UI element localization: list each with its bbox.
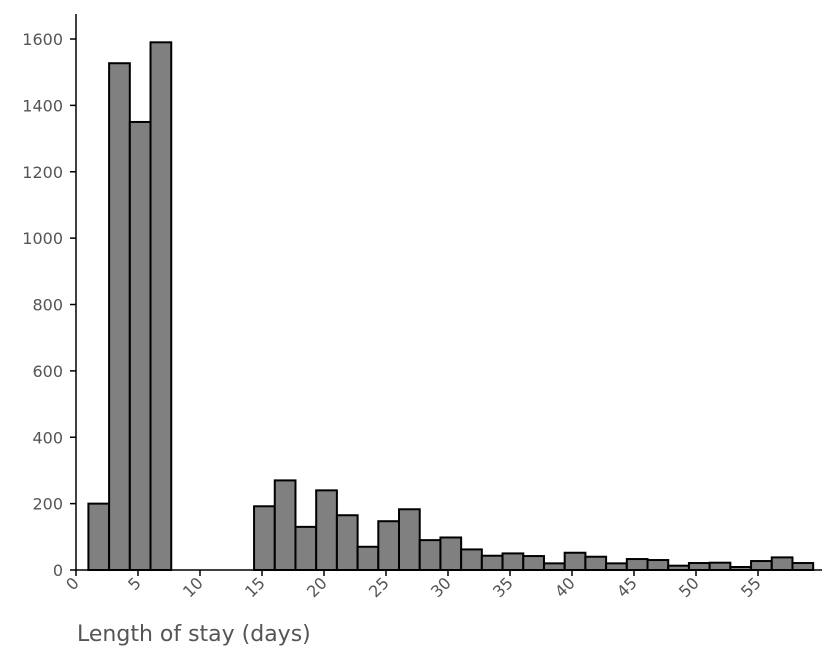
x-tick-label: 25	[365, 573, 393, 601]
histogram-bar	[398, 508, 421, 571]
histogram-bar	[480, 554, 504, 571]
x-tick-label: 5	[124, 573, 145, 594]
bars-group	[87, 41, 815, 572]
x-tick-label: 35	[489, 573, 517, 601]
histogram-bar	[356, 545, 380, 572]
histogram-bar	[542, 562, 566, 571]
histogram-bar	[522, 555, 545, 571]
y-tick-label: 600	[32, 362, 63, 381]
histogram-bar	[418, 539, 442, 572]
histogram-bar	[770, 556, 794, 572]
y-ticks-group: 0 200 400 600 800 1000 1200 1400 1600	[22, 30, 76, 580]
histogram-bar	[708, 561, 732, 572]
histogram-bar	[584, 555, 608, 571]
x-ticks-group: 0 5 10 15 20 25 30 35 40 45 50 55	[62, 570, 765, 601]
x-tick-label: 30	[427, 573, 455, 601]
y-tick-label: 200	[32, 495, 63, 514]
y-tick-label: 1000	[22, 229, 63, 248]
histogram-bar	[108, 62, 131, 571]
histogram-bar	[501, 552, 525, 571]
histogram-bar	[605, 562, 628, 571]
y-tick-label: 1200	[22, 163, 63, 182]
histogram-bar	[625, 558, 649, 571]
x-tick-label: 10	[179, 573, 207, 601]
x-axis-title: Length of stay (days)	[77, 622, 311, 647]
x-tick-label: 0	[62, 573, 83, 594]
x-tick-label: 50	[675, 573, 703, 601]
histogram-bar	[87, 502, 111, 572]
y-tick-label: 1400	[22, 96, 63, 115]
x-tick-label: 20	[303, 573, 331, 601]
y-tick-label: 0	[53, 561, 63, 580]
histogram-bar	[149, 41, 173, 571]
histogram-bar	[253, 505, 276, 571]
histogram-bar	[128, 120, 152, 571]
x-tick-label: 45	[613, 573, 641, 601]
x-tick-label: 15	[241, 573, 269, 601]
x-tick-label: 55	[737, 573, 765, 601]
y-tick-label: 400	[32, 428, 63, 447]
histogram-bar	[335, 514, 359, 571]
histogram-bar	[687, 562, 711, 572]
histogram-bar	[646, 559, 670, 571]
histogram-bar	[273, 479, 297, 572]
y-tick-label: 1600	[22, 30, 63, 49]
histogram-bar	[377, 520, 401, 572]
x-tick-label: 40	[551, 573, 579, 601]
y-tick-label: 800	[32, 296, 63, 315]
histogram-bar	[460, 548, 483, 571]
histogram-bar	[750, 560, 773, 571]
histogram-bar	[439, 536, 463, 571]
histogram-bar	[315, 489, 338, 572]
histogram-bar	[563, 551, 587, 571]
histogram-bar	[294, 525, 318, 571]
histogram-bar	[791, 562, 815, 572]
